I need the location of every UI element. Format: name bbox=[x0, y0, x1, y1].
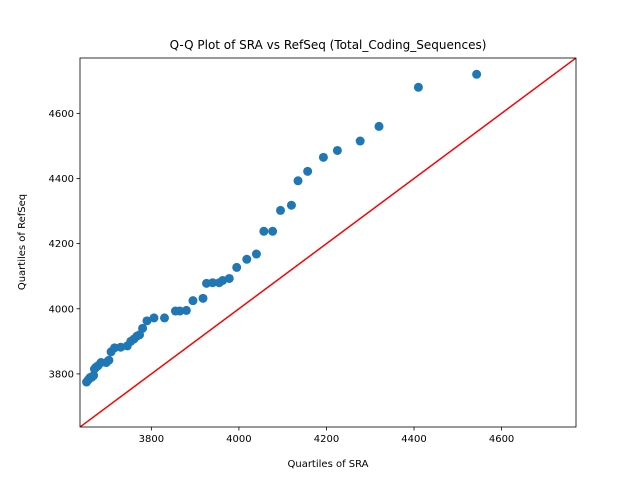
data-point bbox=[159, 313, 169, 323]
data-point bbox=[198, 293, 208, 303]
data-point bbox=[259, 226, 269, 236]
y-tick-label: 3800 bbox=[49, 369, 74, 380]
data-point bbox=[318, 152, 328, 162]
data-point bbox=[142, 316, 152, 326]
y-tick-label: 4400 bbox=[49, 174, 74, 185]
data-points bbox=[82, 69, 482, 387]
x-tick-label: 3800 bbox=[139, 434, 164, 445]
data-point bbox=[175, 306, 185, 316]
data-point bbox=[181, 305, 191, 315]
plot-area bbox=[80, 58, 576, 427]
data-point bbox=[332, 145, 342, 155]
x-axis-ticks: 3800 4000 4200 4400 4600 bbox=[139, 427, 514, 445]
data-point bbox=[355, 136, 365, 146]
data-point bbox=[224, 273, 234, 283]
data-point bbox=[138, 323, 148, 333]
data-point bbox=[374, 121, 384, 131]
data-point bbox=[413, 82, 423, 92]
x-tick-label: 4000 bbox=[226, 434, 251, 445]
data-point bbox=[303, 166, 313, 176]
y-tick-label: 4000 bbox=[49, 304, 74, 315]
x-tick-label: 4600 bbox=[489, 434, 514, 445]
data-point bbox=[149, 313, 159, 323]
axes-frame bbox=[79, 57, 577, 428]
chart-title: Q-Q Plot of SRA vs RefSeq (Total_Coding_… bbox=[170, 38, 487, 52]
x-axis-title: Quartiles of SRA bbox=[287, 459, 368, 470]
data-point bbox=[232, 262, 242, 272]
y-axis-ticks: 3800 4000 4200 4400 4600 bbox=[49, 109, 80, 380]
x-tick-label: 4400 bbox=[401, 434, 426, 445]
data-point bbox=[293, 176, 303, 186]
y-tick-label: 4200 bbox=[49, 239, 74, 250]
y-tick-label: 4600 bbox=[49, 109, 74, 120]
data-point bbox=[104, 355, 114, 365]
x-tick-label: 4200 bbox=[314, 434, 339, 445]
data-point bbox=[251, 249, 261, 259]
data-point bbox=[472, 69, 482, 79]
data-point bbox=[208, 278, 218, 288]
data-point bbox=[276, 205, 286, 215]
data-point bbox=[268, 226, 278, 236]
data-point bbox=[188, 296, 198, 306]
data-point bbox=[286, 200, 296, 210]
reference-line bbox=[80, 58, 576, 427]
data-point bbox=[242, 254, 252, 264]
y-axis-title: Quartiles of RefSeq bbox=[17, 194, 28, 290]
